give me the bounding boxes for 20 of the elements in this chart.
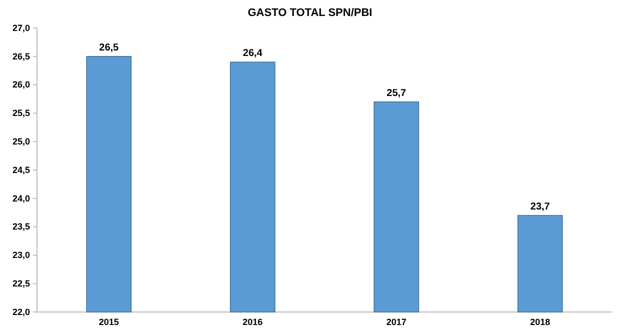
x-tick-label: 2018 bbox=[530, 316, 550, 327]
y-tick-label: 27,0 bbox=[12, 22, 30, 33]
y-tick-label: 26,0 bbox=[12, 80, 30, 90]
y-tick-label: 25,5 bbox=[12, 108, 30, 118]
y-tick-label: 23,0 bbox=[12, 250, 30, 260]
data-label: 23,7 bbox=[530, 201, 550, 212]
y-tick-label: 22,0 bbox=[12, 306, 30, 317]
y-tick-label: 22,5 bbox=[12, 278, 30, 288]
x-tick-label: 2016 bbox=[242, 316, 263, 327]
data-label: 26,5 bbox=[99, 42, 120, 54]
x-tick-label: 2017 bbox=[386, 316, 406, 327]
x-tick-label: 2015 bbox=[98, 316, 119, 327]
y-tick-label: 23,5 bbox=[12, 222, 30, 232]
data-label: 26,4 bbox=[242, 48, 263, 60]
y-tick-label: 25,0 bbox=[12, 136, 30, 146]
chart-title: GASTO TOTAL SPN/PBI bbox=[248, 7, 372, 19]
y-tick-label: 24,5 bbox=[12, 164, 30, 175]
data-label: 25,7 bbox=[386, 88, 407, 99]
y-tick-label: 26,5 bbox=[12, 51, 30, 62]
y-tick-label: 24,0 bbox=[12, 193, 30, 204]
